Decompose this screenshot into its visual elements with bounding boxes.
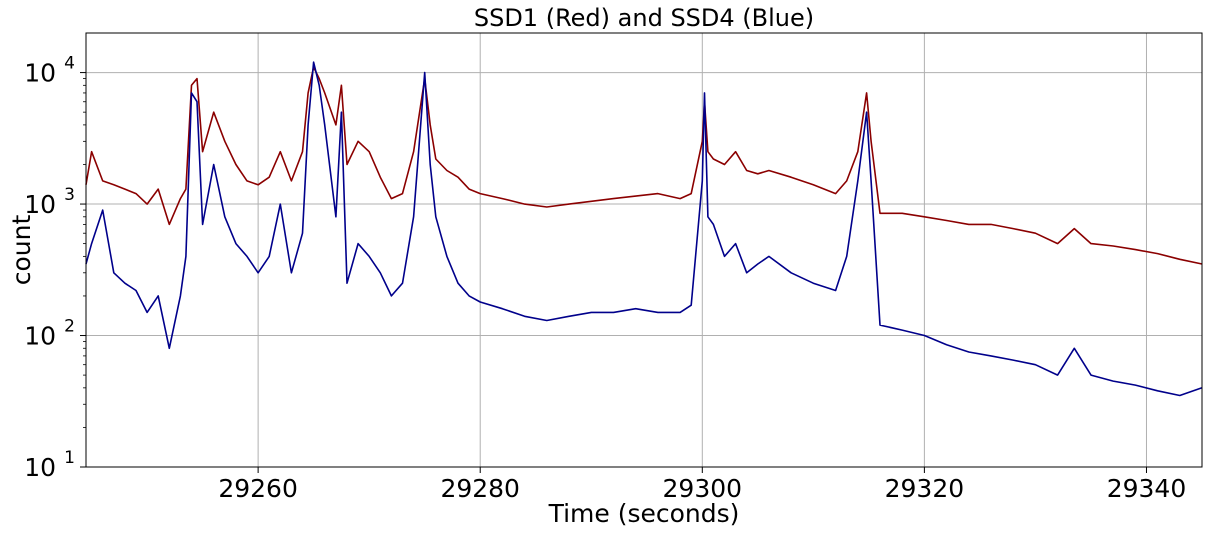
- x-tick-label: 29300: [663, 474, 743, 503]
- x-tick-label: 29320: [885, 474, 965, 503]
- x-tick-label: 29280: [440, 474, 520, 503]
- y-tick-label: 10: [24, 190, 56, 219]
- x-axis-label: Time (seconds): [548, 499, 740, 528]
- x-tick-label: 29340: [1107, 474, 1187, 503]
- y-tick-exponent: 3: [64, 185, 75, 205]
- chart-title: SSD1 (Red) and SSD4 (Blue): [474, 4, 814, 32]
- y-tick-exponent: 1: [64, 448, 75, 468]
- series-lines: [85, 61, 1203, 397]
- x-tick-label: 29260: [218, 474, 298, 503]
- y-axis-label: count: [7, 215, 36, 286]
- y-tick-label: 10: [24, 453, 56, 482]
- y-tick-label: 10: [24, 322, 56, 351]
- y-tick-label: 10: [24, 59, 56, 88]
- y-tick-exponent: 4: [64, 54, 75, 74]
- series-line-2: [85, 61, 1203, 397]
- y-tick-exponent: 2: [64, 317, 75, 337]
- x-axis-ticks: 29260 29280 29300 29320 29340: [218, 467, 1186, 503]
- series-line-1: [85, 66, 1203, 265]
- grid: [86, 33, 1202, 467]
- y-axis-ticks: 10 1 10 2 10 3 10 4: [24, 54, 86, 482]
- plot-area-frame: [85, 32, 1203, 468]
